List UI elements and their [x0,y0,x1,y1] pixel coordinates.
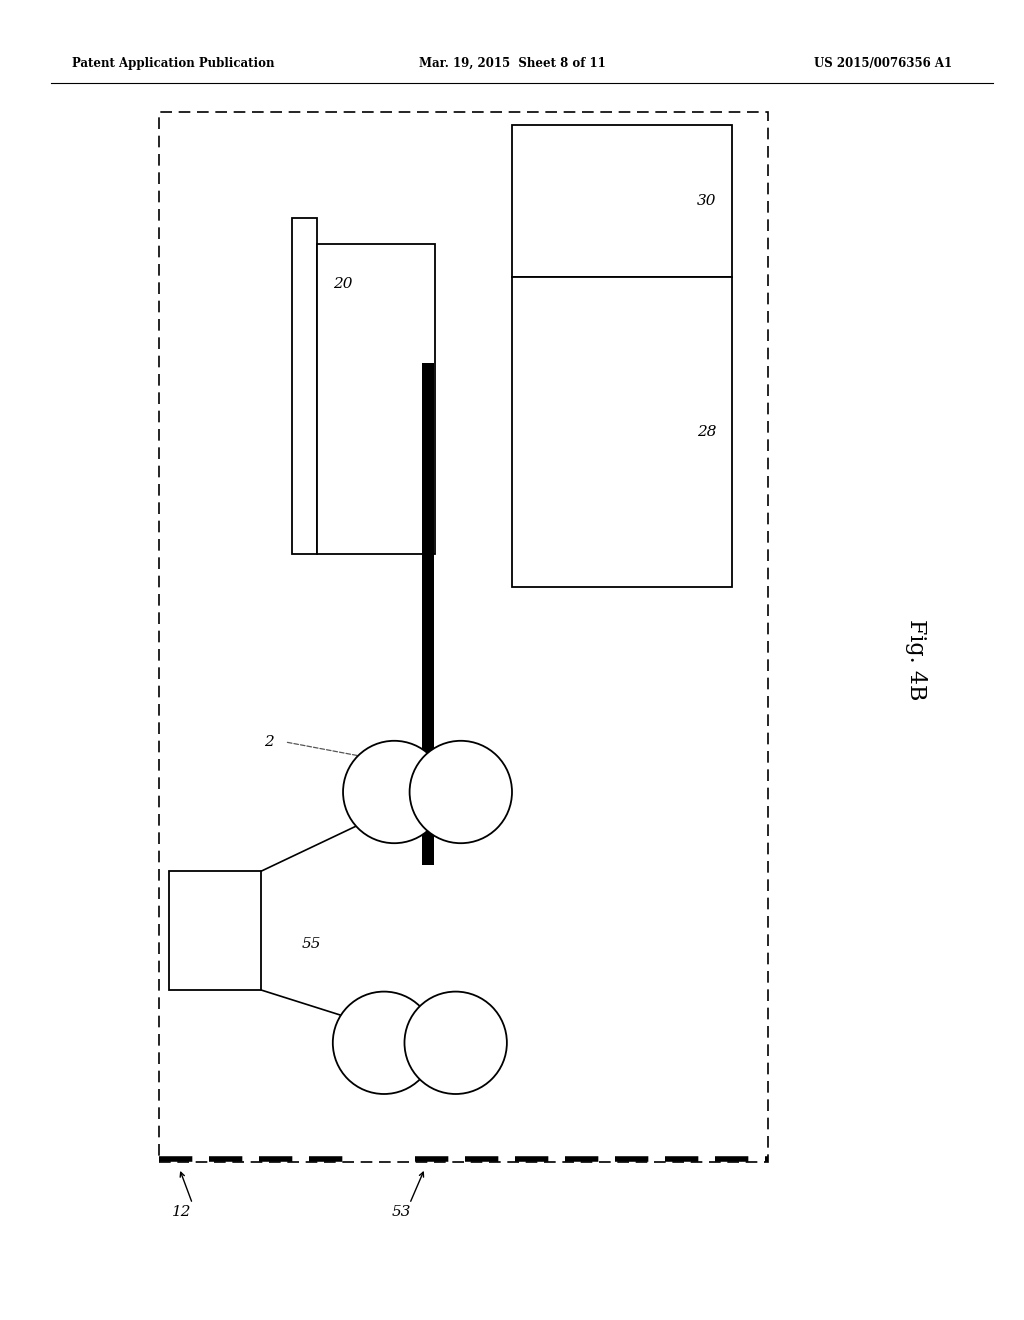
Bar [159,112,768,1162]
Text: 53: 53 [391,1205,411,1218]
Bar [292,218,317,554]
Ellipse shape [343,741,445,843]
Text: 52B: 52B [449,785,473,799]
Bar [512,125,732,277]
Text: Mar. 19, 2015  Sheet 8 of 11: Mar. 19, 2015 Sheet 8 of 11 [419,57,605,70]
Ellipse shape [410,741,512,843]
Text: Fig. 4B: Fig. 4B [905,619,928,701]
Text: 30: 30 [697,194,717,209]
Text: 20: 20 [333,277,352,292]
Text: Patent Application Publication: Patent Application Publication [72,57,274,70]
Text: 28: 28 [697,425,717,440]
Text: 2: 2 [264,735,274,748]
Text: 51A: 51A [372,1036,396,1049]
Text: US 2015/0076356 A1: US 2015/0076356 A1 [814,57,952,70]
Text: 51B: 51B [443,1036,468,1049]
Bar [512,277,732,587]
Ellipse shape [404,991,507,1094]
Ellipse shape [333,991,435,1094]
Text: 55: 55 [302,937,322,950]
Bar [169,871,261,990]
Text: 12: 12 [172,1205,191,1218]
Bar [422,363,434,865]
Text: 54: 54 [231,974,251,989]
Text: 52A: 52A [382,785,407,799]
Bar [317,244,435,554]
